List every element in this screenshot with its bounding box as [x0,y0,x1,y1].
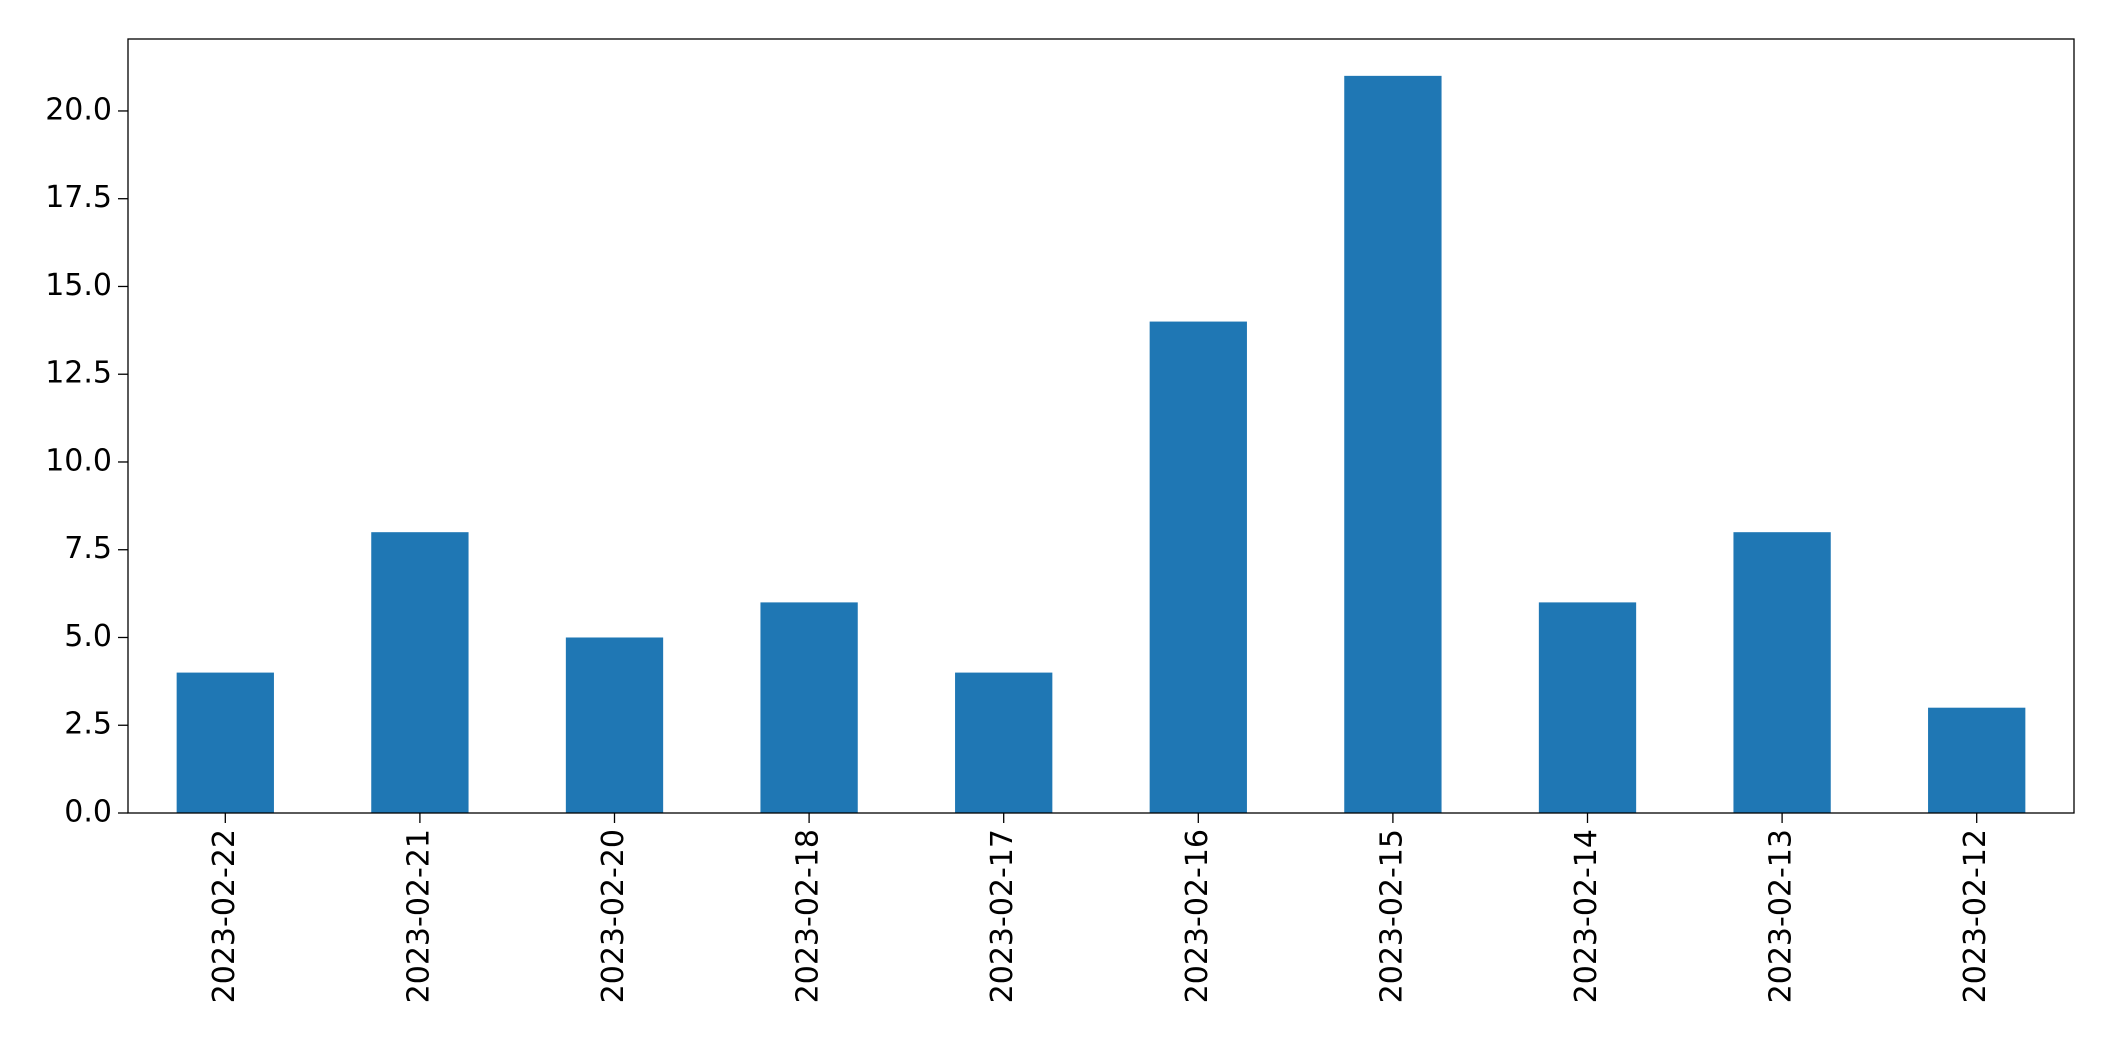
y-tick-label: 2.5 [64,707,112,742]
x-tick-label: 2023-02-12 [1958,829,1993,1003]
bar [1733,532,1831,813]
x-tick-label: 2023-02-14 [1569,829,1604,1003]
y-tick-label: 5.0 [64,619,112,654]
y-tick-label: 7.5 [64,531,112,566]
bar [371,532,469,813]
x-tick-label: 2023-02-13 [1764,829,1799,1003]
y-tick-label: 20.0 [45,92,112,127]
x-tick-label: 2023-02-17 [985,829,1020,1003]
bar [1149,321,1247,813]
y-tick-label: 12.5 [45,356,112,391]
plot-frame [127,38,2075,814]
x-tick-label: 2023-02-15 [1374,829,1409,1003]
bar [955,672,1053,813]
x-tick-label: 2023-02-20 [596,829,631,1003]
bar [1344,75,1442,814]
bar [565,637,664,813]
x-tick-label: 2023-02-22 [207,829,242,1003]
bar [760,602,858,813]
bar [176,672,274,813]
bar [1538,602,1637,813]
y-tick-label: 17.5 [45,180,112,215]
y-tick-label: 10.0 [45,443,112,478]
x-tick-label: 2023-02-18 [791,829,826,1003]
bar [1928,707,2026,813]
x-tick-label: 2023-02-16 [1180,829,1215,1003]
y-tick-label: 15.0 [45,268,112,303]
y-tick-label: 0.0 [64,795,112,830]
x-tick-label: 2023-02-21 [401,829,436,1003]
